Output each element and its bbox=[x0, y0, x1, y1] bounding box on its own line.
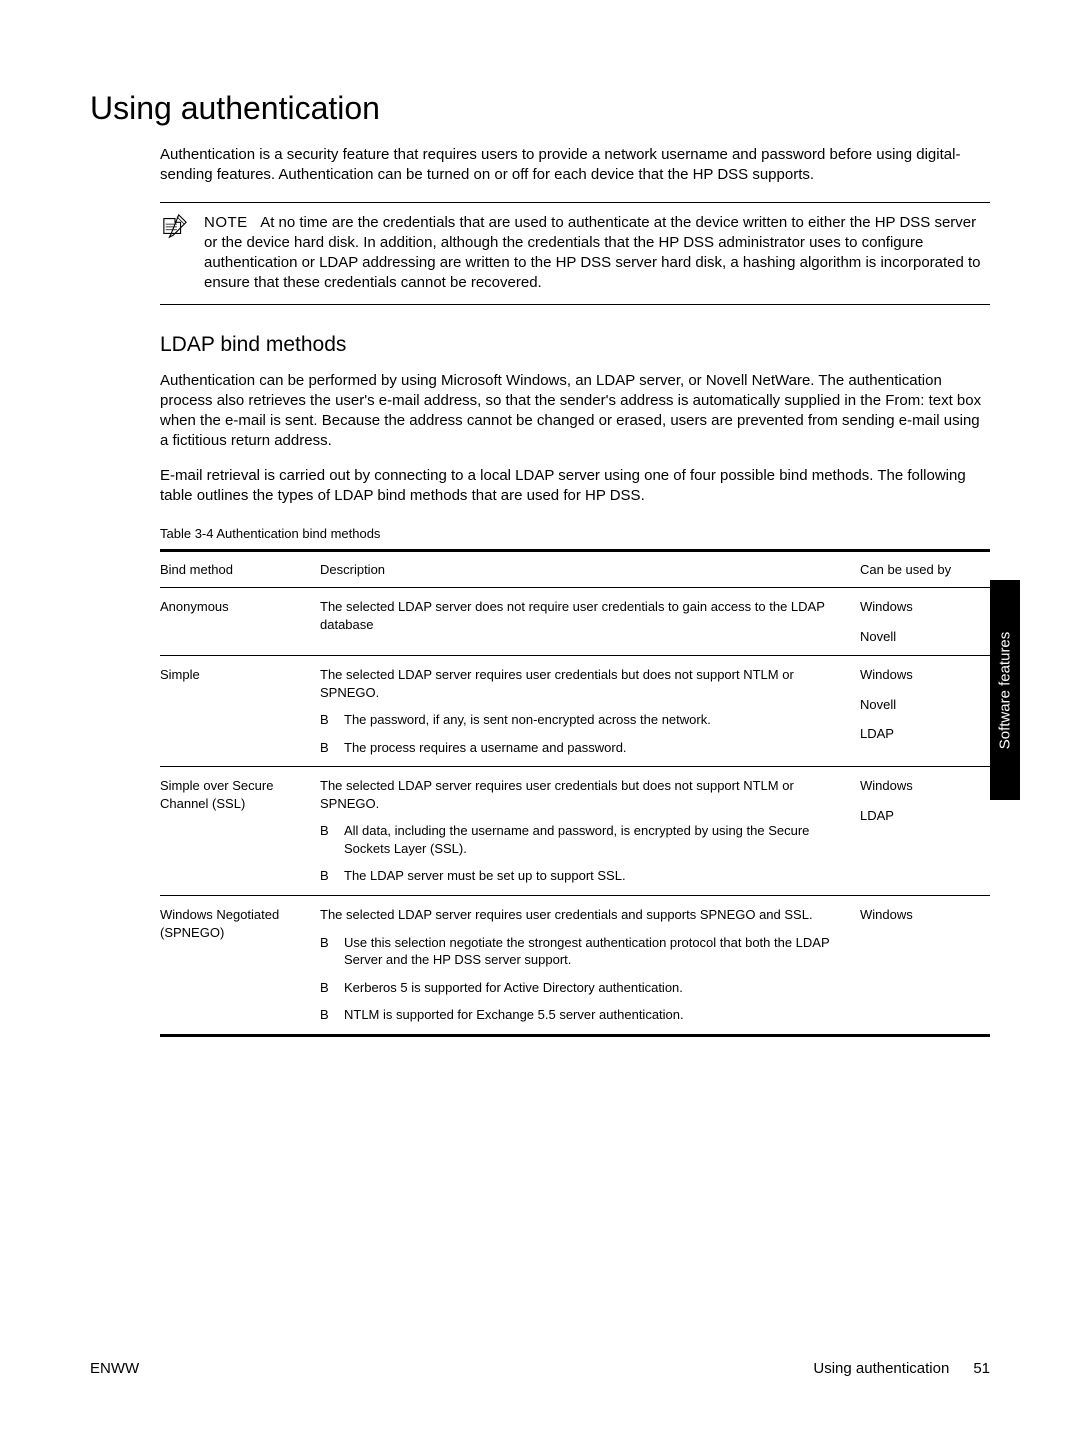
bind-methods-table: Bind method Description Can be used by A… bbox=[160, 549, 990, 1037]
usedby-cell: Windows bbox=[860, 896, 990, 1036]
table-row: Simple over Secure Channel (SSL)The sele… bbox=[160, 767, 990, 896]
bullet-marker: B bbox=[320, 1006, 344, 1024]
bullet-row: BAll data, including the username and pa… bbox=[320, 822, 852, 857]
footer-left: ENWW bbox=[90, 1360, 139, 1377]
bullet-text: The password, if any, is sent non-encryp… bbox=[344, 711, 852, 729]
bullet-text: All data, including the username and pas… bbox=[344, 822, 852, 857]
description-cell: The selected LDAP server requires user c… bbox=[320, 896, 860, 1036]
usedby-item: Windows bbox=[860, 906, 982, 924]
table-header: Can be used by bbox=[860, 551, 990, 588]
bullet-row: BThe password, if any, is sent non-encry… bbox=[320, 711, 852, 729]
bullet-marker: B bbox=[320, 934, 344, 952]
bullet-text: The LDAP server must be set up to suppor… bbox=[344, 867, 852, 885]
bullet-marker: B bbox=[320, 822, 344, 840]
page-title: Using authentication bbox=[90, 90, 990, 127]
description-cell: The selected LDAP server requires user c… bbox=[320, 656, 860, 767]
table-row: SimpleThe selected LDAP server requires … bbox=[160, 656, 990, 767]
description-intro: The selected LDAP server requires user c… bbox=[320, 777, 852, 812]
usedby-item: LDAP bbox=[860, 807, 982, 825]
description-cell: The selected LDAP server does not requir… bbox=[320, 588, 860, 656]
description-intro: The selected LDAP server requires user c… bbox=[320, 666, 852, 701]
usedby-cell: Windows Novell LDAP bbox=[860, 656, 990, 767]
bullet-row: BKerberos 5 is supported for Active Dire… bbox=[320, 979, 852, 997]
usedby-item: Novell bbox=[860, 696, 982, 714]
side-tab-label: Software features bbox=[997, 631, 1014, 749]
bind-method-cell: Simple bbox=[160, 656, 320, 767]
table-header: Description bbox=[320, 551, 860, 588]
usedby-item: LDAP bbox=[860, 725, 982, 743]
bullet-row: BNTLM is supported for Exchange 5.5 serv… bbox=[320, 1006, 852, 1024]
table-row: Windows Negotiated (SPNEGO)The selected … bbox=[160, 896, 990, 1036]
bullet-row: BThe process requires a username and pas… bbox=[320, 739, 852, 757]
table-caption: Table 3-4 Authentication bind methods bbox=[160, 526, 990, 541]
description-intro: The selected LDAP server requires user c… bbox=[320, 906, 852, 924]
bind-method-cell: Simple over Secure Channel (SSL) bbox=[160, 767, 320, 896]
usedby-item: Novell bbox=[860, 628, 982, 646]
bind-method-cell: Anonymous bbox=[160, 588, 320, 656]
section-heading: LDAP bind methods bbox=[160, 333, 990, 357]
paragraph-1: Authentication can be performed by using… bbox=[160, 371, 990, 452]
bind-method-cell: Windows Negotiated (SPNEGO) bbox=[160, 896, 320, 1036]
usedby-item: Windows bbox=[860, 777, 982, 795]
table-row: AnonymousThe selected LDAP server does n… bbox=[160, 588, 990, 656]
bullet-marker: B bbox=[320, 711, 344, 729]
side-tab: Software features bbox=[990, 580, 1020, 800]
bullet-text: NTLM is supported for Exchange 5.5 serve… bbox=[344, 1006, 852, 1024]
usedby-cell: Windows Novell bbox=[860, 588, 990, 656]
usedby-item: Windows bbox=[860, 598, 982, 616]
bullet-row: BUse this selection negotiate the strong… bbox=[320, 934, 852, 969]
bullet-marker: B bbox=[320, 979, 344, 997]
bullet-text: The process requires a username and pass… bbox=[344, 739, 852, 757]
bullet-text: Kerberos 5 is supported for Active Direc… bbox=[344, 979, 852, 997]
bullet-text: Use this selection negotiate the stronge… bbox=[344, 934, 852, 969]
description-intro: The selected LDAP server does not requir… bbox=[320, 598, 852, 633]
description-cell: The selected LDAP server requires user c… bbox=[320, 767, 860, 896]
table-header: Bind method bbox=[160, 551, 320, 588]
page-number: 51 bbox=[973, 1360, 990, 1377]
note-icon bbox=[160, 213, 190, 244]
usedby-item: Windows bbox=[860, 666, 982, 684]
note-body: At no time are the credentials that are … bbox=[204, 214, 981, 292]
usedby-cell: Windows LDAP bbox=[860, 767, 990, 896]
bullet-row: BThe LDAP server must be set up to suppo… bbox=[320, 867, 852, 885]
intro-paragraph: Authentication is a security feature tha… bbox=[160, 145, 990, 186]
page-footer: ENWW Using authentication 51 bbox=[90, 1360, 990, 1377]
bullet-marker: B bbox=[320, 867, 344, 885]
note-block: NOTE At no time are the credentials that… bbox=[160, 202, 990, 305]
note-label: NOTE bbox=[204, 214, 248, 231]
footer-right-text: Using authentication bbox=[813, 1360, 949, 1377]
note-text: NOTE At no time are the credentials that… bbox=[204, 213, 990, 294]
paragraph-2: E-mail retrieval is carried out by conne… bbox=[160, 466, 990, 507]
bullet-marker: B bbox=[320, 739, 344, 757]
